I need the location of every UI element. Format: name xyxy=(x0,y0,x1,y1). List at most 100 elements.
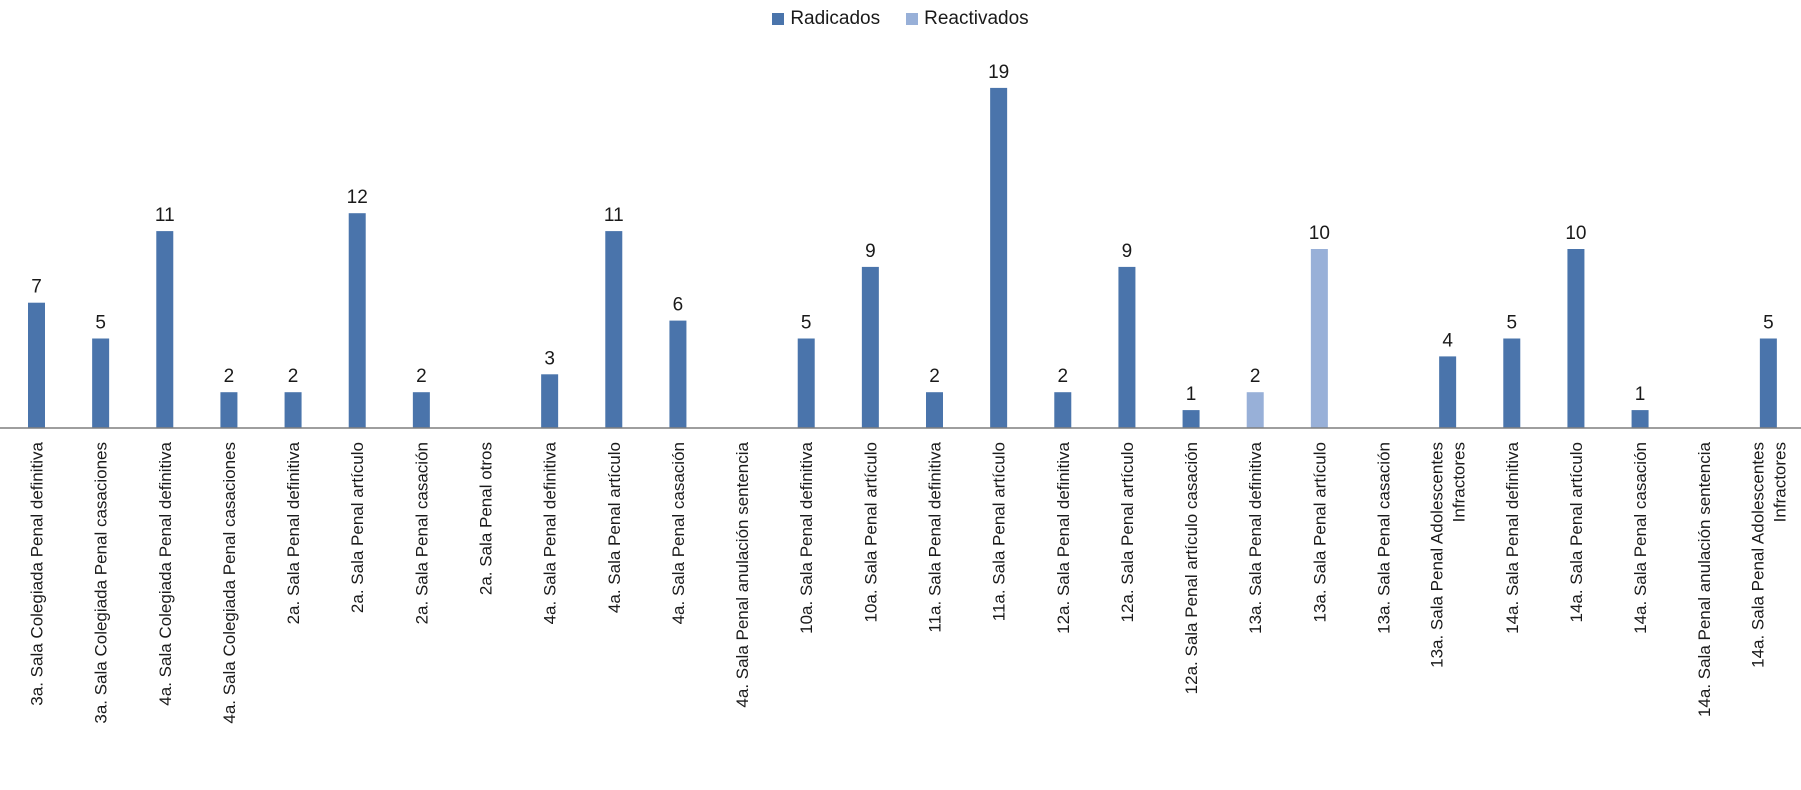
data-label-22: 4 xyxy=(1442,330,1453,351)
x-tick-label-line: 13a. Sala Penal artículo xyxy=(1310,442,1329,623)
bar-radicados-18 xyxy=(1183,410,1200,428)
x-tick-label-line: 4a. Sala Penal definitiva xyxy=(541,441,560,624)
x-tick-label-line: 10a. Sala Penal definitiva xyxy=(797,441,816,633)
x-tick-label-line: 12a. Sala Penal definitiva xyxy=(1054,441,1073,633)
x-tick-label: 4a. Sala Penal anulación sentencia xyxy=(733,441,752,707)
bar-radicados-25 xyxy=(1632,410,1649,428)
x-tick-label-line: 11a. Sala Penal artículo xyxy=(990,442,1009,621)
bar-radicados-13 xyxy=(862,267,879,428)
data-label-23: 5 xyxy=(1506,313,1517,334)
x-tick-label: 11a. Sala Penal definitiva xyxy=(926,441,945,632)
data-label-10: 6 xyxy=(673,295,684,316)
bar-radicados-17 xyxy=(1118,267,1135,428)
bar-radicados-12 xyxy=(798,339,815,429)
data-label-19: 2 xyxy=(1250,366,1261,387)
data-label-5: 12 xyxy=(347,187,368,208)
x-tick-label: 14a. Sala Penal anulación sentencia xyxy=(1695,441,1714,717)
bar-radicados-5 xyxy=(349,213,366,428)
x-tick-label: 13a. Sala Penal definitiva xyxy=(1246,441,1265,633)
x-tick-label-line: 13a. Sala Penal Adolescentes xyxy=(1428,442,1447,668)
x-tick-label-line: 2a. Sala Penal artículo xyxy=(348,442,367,613)
x-tick-label-line: 4a. Sala Colegiada Penal casaciones xyxy=(220,442,239,724)
data-label-6: 2 xyxy=(416,366,427,387)
bar-radicados-4 xyxy=(285,392,302,428)
data-label-24: 10 xyxy=(1565,223,1586,244)
x-tick-label: 11a. Sala Penal artículo xyxy=(990,442,1009,621)
x-tick-label-line: 4a. Sala Colegiada Penal definitiva xyxy=(156,441,175,705)
x-tick-label: 13a. Sala Penal artículo xyxy=(1310,442,1329,623)
x-tick-label-line: 14a. Sala Penal definitiva xyxy=(1503,441,1522,633)
x-tick-label: 10a. Sala Penal artículo xyxy=(861,442,880,623)
bar-radicados-27 xyxy=(1760,339,1777,429)
x-tick-label-line: 14a. Sala Penal artículo xyxy=(1567,442,1586,623)
x-tick-label: 12a. Sala Penal artículo xyxy=(1118,442,1137,623)
x-tick-label-line: 12a. Sala Penal artículo casación xyxy=(1182,442,1201,694)
data-label-1: 5 xyxy=(95,313,106,334)
data-label-18: 1 xyxy=(1186,384,1197,405)
data-label-4: 2 xyxy=(288,366,299,387)
bar-radicados-8 xyxy=(541,374,558,428)
x-tick-label: 4a. Sala Penal definitiva xyxy=(541,441,560,624)
bar-radicados-9 xyxy=(605,231,622,428)
data-label-9: 11 xyxy=(604,205,624,226)
bar-radicados-14 xyxy=(926,392,943,428)
x-tick-label-line: 14a. Sala Penal casación xyxy=(1631,442,1650,634)
x-tick-label: 14a. Sala Penal casación xyxy=(1631,442,1650,634)
x-tick-label-line: 2a. Sala Penal definitiva xyxy=(284,441,303,624)
x-tick-label: 2a. Sala Penal definitiva xyxy=(284,441,303,624)
x-tick-label-line: 13a. Sala Penal casación xyxy=(1375,442,1394,634)
data-label-27: 5 xyxy=(1763,313,1774,334)
x-tick-label-line: Infractores xyxy=(1450,442,1469,522)
bar-radicados-23 xyxy=(1503,339,1520,429)
data-label-13: 9 xyxy=(865,241,876,262)
data-label-3: 2 xyxy=(224,366,235,387)
data-label-25: 1 xyxy=(1635,384,1646,405)
data-label-14: 2 xyxy=(929,366,940,387)
x-tick-label-line: 13a. Sala Penal definitiva xyxy=(1246,441,1265,633)
data-label-20: 10 xyxy=(1309,223,1330,244)
bar-radicados-2 xyxy=(156,231,173,428)
x-tick-label: 14a. Sala Penal definitiva xyxy=(1503,441,1522,633)
x-tick-label-line: Infractores xyxy=(1770,442,1789,522)
x-tick-label: 14a. Sala Penal Adolescentes Infractores xyxy=(1748,442,1789,668)
x-tick-label: 12a. Sala Penal artículo casación xyxy=(1182,442,1201,694)
bar-radicados-10 xyxy=(669,321,686,428)
x-tick-label-line: 4a. Sala Penal casación xyxy=(669,442,688,624)
x-tick-label: 12a. Sala Penal definitiva xyxy=(1054,441,1073,633)
data-label-17: 9 xyxy=(1122,241,1133,262)
x-tick-label-line: 4a. Sala Penal artículo xyxy=(605,442,624,613)
x-tick-label: 3a. Sala Colegiada Penal casaciones xyxy=(92,442,111,724)
bar-radicados-22 xyxy=(1439,356,1456,428)
x-tick-label-line: 12a. Sala Penal artículo xyxy=(1118,442,1137,623)
data-label-0: 7 xyxy=(31,277,42,298)
x-tick-label: 14a. Sala Penal artículo xyxy=(1567,442,1586,623)
x-tick-label: 2a. Sala Penal otros xyxy=(477,442,496,595)
bar-radicados-0 xyxy=(28,303,45,428)
x-tick-label: 3a. Sala Colegiada Penal definitiva xyxy=(28,441,47,705)
bar-radicados-3 xyxy=(220,392,237,428)
x-tick-label: 4a. Sala Colegiada Penal casaciones xyxy=(220,442,239,724)
bar-reactivados-20 xyxy=(1311,249,1328,428)
bar-reactivados-19 xyxy=(1247,392,1264,428)
bar-radicados-6 xyxy=(413,392,430,428)
data-label-12: 5 xyxy=(801,313,812,334)
x-tick-label: 4a. Sala Colegiada Penal definitiva xyxy=(156,441,175,705)
x-tick-label-line: 10a. Sala Penal artículo xyxy=(861,442,880,623)
x-tick-label: 4a. Sala Penal casación xyxy=(669,442,688,624)
data-label-2: 11 xyxy=(155,205,175,226)
x-tick-label-line: 4a. Sala Penal anulación sentencia xyxy=(733,441,752,707)
x-tick-label: 2a. Sala Penal casación xyxy=(412,442,431,624)
x-tick-label-line: 2a. Sala Penal casación xyxy=(412,442,431,624)
x-tick-label: 4a. Sala Penal artículo xyxy=(605,442,624,613)
x-tick-label: 13a. Sala Penal casación xyxy=(1375,442,1394,634)
data-label-15: 19 xyxy=(988,62,1009,83)
bar-radicados-1 xyxy=(92,339,109,429)
x-tick-label: 2a. Sala Penal artículo xyxy=(348,442,367,613)
x-tick-label: 10a. Sala Penal definitiva xyxy=(797,441,816,633)
data-label-16: 2 xyxy=(1057,366,1068,387)
x-tick-label-line: 2a. Sala Penal otros xyxy=(477,442,496,595)
bar-radicados-24 xyxy=(1567,249,1584,428)
x-tick-label-line: 14a. Sala Penal anulación sentencia xyxy=(1695,441,1714,717)
x-tick-label: 13a. Sala Penal Adolescentes Infractores xyxy=(1428,442,1469,668)
